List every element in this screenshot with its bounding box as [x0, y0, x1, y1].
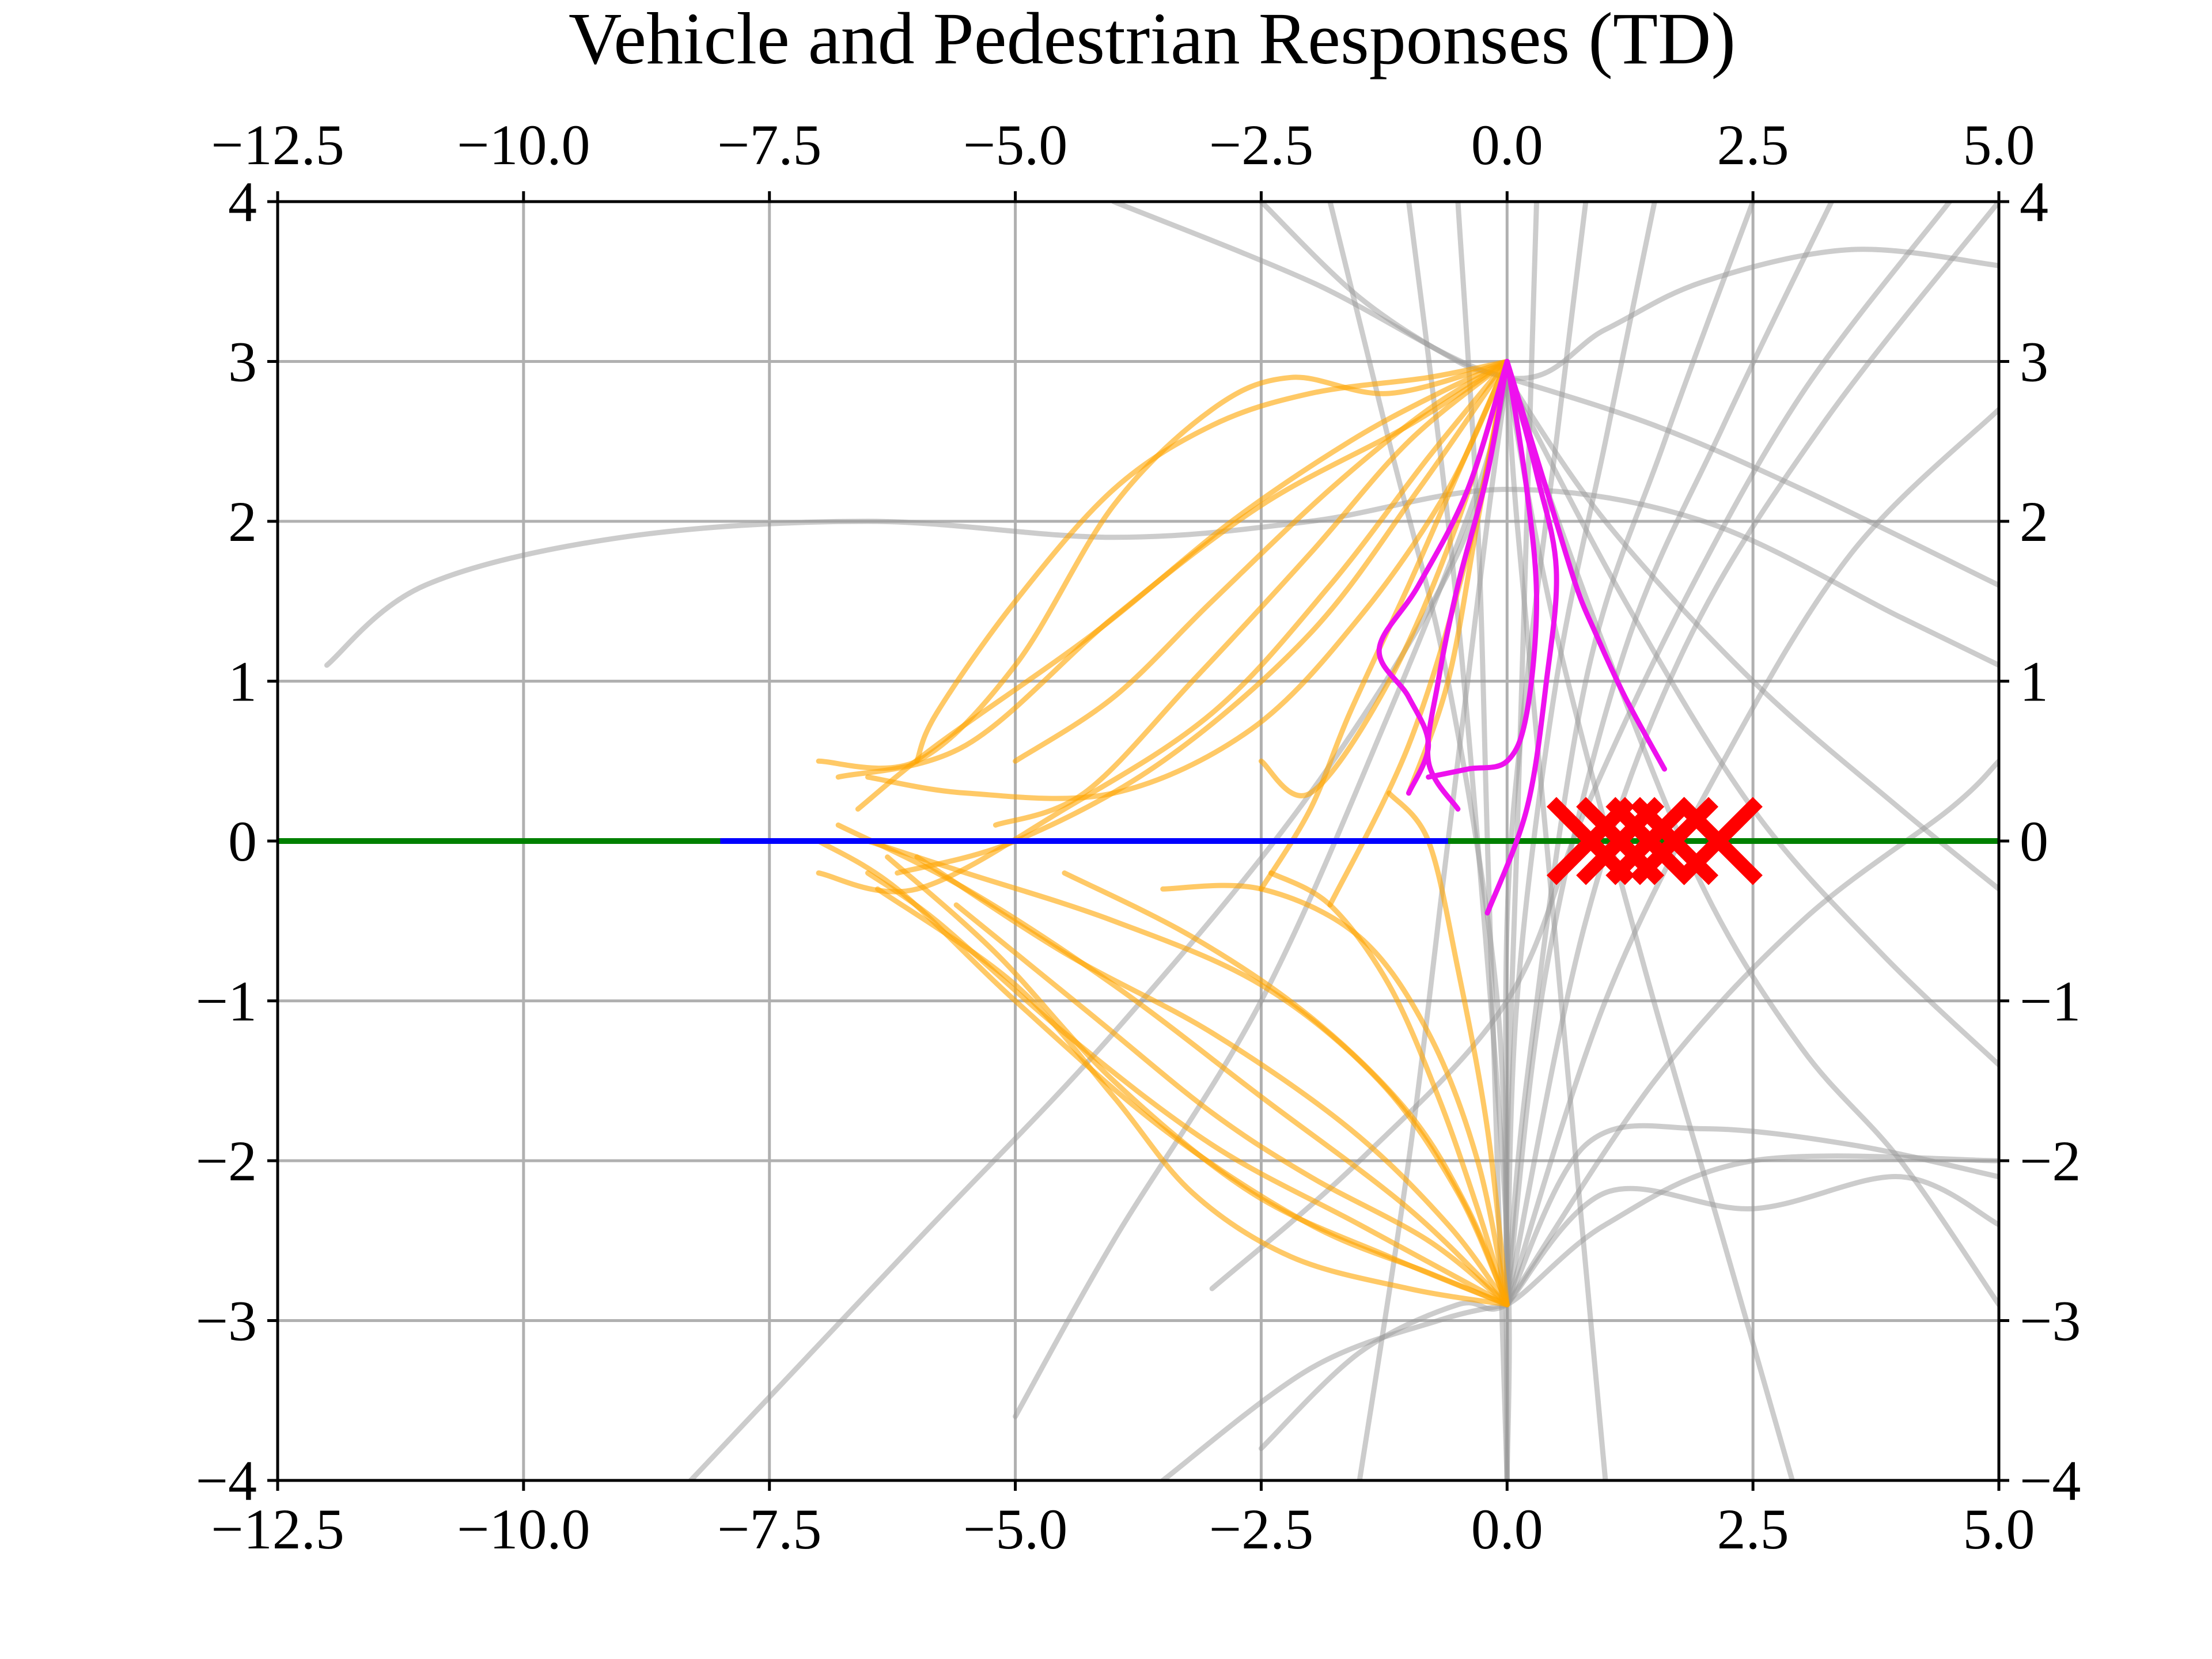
x-tick-label-bottom: −5.0 [963, 1497, 1067, 1561]
pedestrian-trajectory [1160, 882, 1510, 1308]
y-tick-label-left: 2 [228, 490, 257, 554]
pedestrian-trajectory [816, 359, 1510, 895]
background-trajectory [1504, 374, 1795, 1480]
y-tick-label-left: 4 [228, 170, 257, 234]
x-tick-label-top: 2.5 [1717, 113, 1789, 177]
y-tick-label-right: −4 [2020, 1449, 2081, 1513]
y-tick-label-right: 2 [2020, 490, 2048, 554]
pedestrian-trajectory [1268, 870, 1510, 1308]
pedestrian-trajectory [953, 902, 1510, 1308]
pedestrian-trajectory [865, 870, 1510, 1308]
highlight-trajectory [1504, 359, 1667, 772]
chart-title: Vehicle and Pedestrian Responses (TD) [569, 0, 1736, 79]
x-tick-label-top: 5.0 [1963, 113, 2035, 177]
background-trajectory [1504, 202, 1756, 1308]
collision-marker-stroke [1605, 797, 1694, 885]
pedestrian-trajectory [865, 359, 1510, 801]
y-tick-label-left: 0 [228, 809, 257, 873]
y-tick-label-left: −1 [196, 969, 257, 1033]
y-tick-label-right: 3 [2020, 330, 2048, 394]
highlight-trajectory [1426, 359, 1539, 780]
y-tick-label-right: 4 [2020, 170, 2048, 234]
x-tick-label-top: −7.5 [717, 113, 821, 177]
background-trajectory [1504, 1174, 1999, 1308]
background-trajectory [1504, 758, 1999, 1308]
y-tick-label-left: −2 [196, 1129, 257, 1193]
background-trajectory [1357, 374, 1510, 1480]
background-trajectory [1258, 1153, 1999, 1451]
pedestrian-trajectory [875, 886, 1510, 1308]
y-tick-label-left: 3 [228, 330, 257, 394]
y-tick-label-right: −1 [2020, 969, 2081, 1033]
x-tick-label-bottom: 0.0 [1471, 1497, 1543, 1561]
highlight-trajectory [1484, 359, 1559, 916]
collision-marker [1605, 797, 1694, 885]
background-trajectory [1504, 202, 1999, 1308]
background-trajectory [1504, 407, 1999, 1308]
x-tick-label-bottom: 5.0 [1963, 1497, 2035, 1561]
x-tick-label-bottom: −2.5 [1209, 1497, 1313, 1561]
y-tick-label-right: −3 [2020, 1289, 2081, 1353]
background-trajectory [324, 487, 1999, 668]
background-trajectory [1504, 1123, 1999, 1308]
y-tick-label-right: −2 [2020, 1129, 2081, 1193]
pedestrian-trajectory [855, 359, 1510, 812]
series-layer [278, 202, 1999, 1480]
x-tick-label-bottom: −10.0 [457, 1497, 590, 1561]
background-trajectory [1160, 1302, 1510, 1480]
pedestrian-trajectory [1062, 870, 1510, 1308]
highlight-trajectory [1425, 359, 1510, 812]
y-tick-label-left: 1 [228, 650, 257, 714]
pedestrian-trajectory [993, 359, 1510, 828]
x-tick-label-top: 0.0 [1471, 113, 1543, 177]
pedestrian-trajectory [835, 822, 1510, 1308]
collision-marker [1674, 797, 1763, 885]
background-trajectory [1209, 202, 1953, 1291]
y-tick-label-right: 0 [2020, 809, 2048, 873]
x-tick-label-bottom: −7.5 [717, 1497, 821, 1561]
x-tick-label-top: −5.0 [963, 113, 1067, 177]
background-trajectory [1503, 202, 1589, 1308]
x-tick-label-bottom: 2.5 [1717, 1497, 1789, 1561]
pedestrian-trajectory [914, 854, 1510, 1308]
axis-ticks: −12.5−12.5−10.0−10.0−7.5−7.5−5.0−5.0−2.5… [196, 113, 2081, 1561]
pedestrian-trajectory [1013, 359, 1510, 764]
background-trajectory [1504, 374, 1999, 892]
collision-marker-stroke [1674, 797, 1763, 885]
background-trajectory [1504, 374, 1608, 1480]
x-tick-label-top: −2.5 [1209, 113, 1313, 177]
pedestrian-trajectory [816, 359, 1510, 771]
background-trajectory [688, 374, 1510, 1480]
background-trajectory [1504, 202, 1657, 1308]
background-trajectory [1258, 202, 1999, 588]
background-trajectory [1504, 374, 1999, 1308]
y-tick-label-left: −4 [196, 1449, 257, 1513]
background-trajectory [1504, 374, 1999, 1067]
background-trajectory [1111, 202, 1999, 381]
y-tick-label-left: −3 [196, 1289, 257, 1353]
x-tick-label-bottom: −12.5 [211, 1497, 344, 1561]
x-tick-label-top: −10.0 [457, 113, 590, 177]
x-tick-label-top: −12.5 [211, 113, 344, 177]
y-tick-label-right: 1 [2020, 650, 2048, 714]
pedestrian-trajectory [885, 854, 1510, 1308]
